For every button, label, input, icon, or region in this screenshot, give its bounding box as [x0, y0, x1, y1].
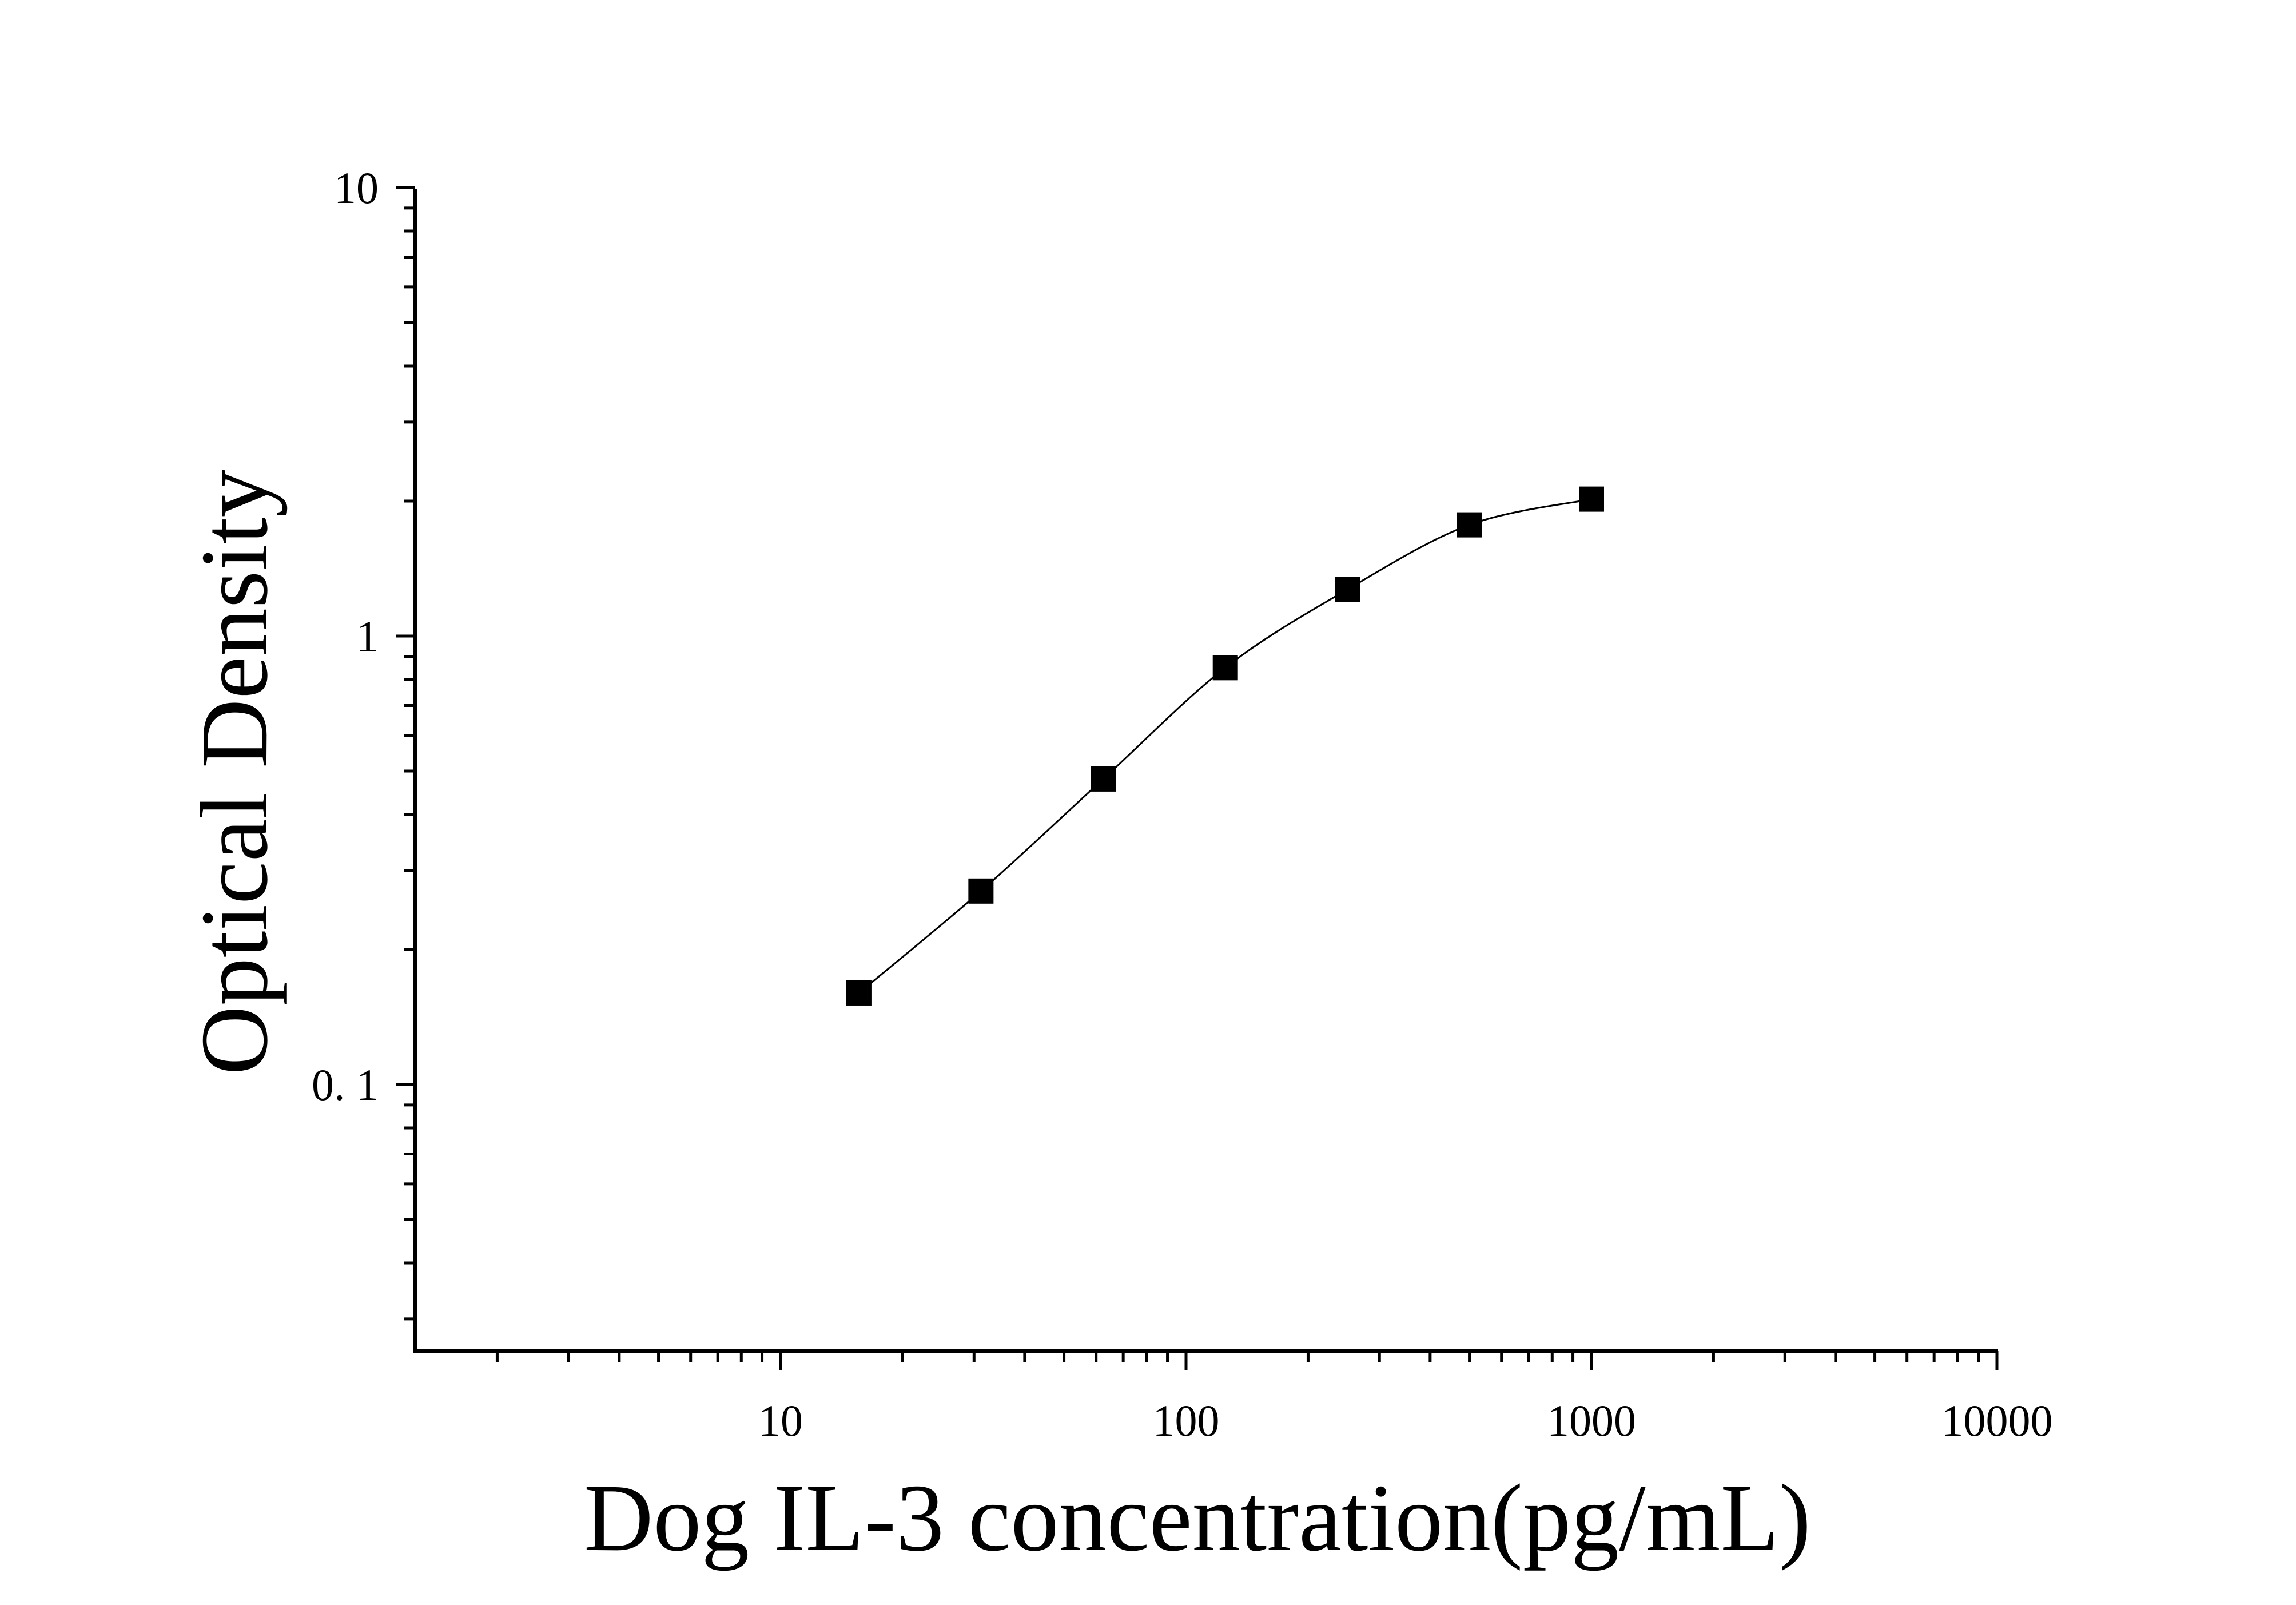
y-axis-title: Optical Density [181, 469, 288, 1075]
x-tick-label: 10 [758, 1396, 803, 1445]
y-tick-label: 0. 1 [312, 1060, 379, 1110]
x-tick-label: 1000 [1547, 1396, 1636, 1445]
data-point [1212, 655, 1238, 681]
data-point [968, 878, 994, 904]
data-point [846, 980, 872, 1006]
x-axis-title: Dog IL-3 concentration(pg/mL) [584, 1465, 1811, 1571]
x-tick-label: 100 [1153, 1396, 1220, 1445]
y-tick-label: 1 [356, 611, 379, 661]
axes: 10 100 1000 10000 0. 1 1 10 [312, 163, 2053, 1445]
data-point [1579, 486, 1604, 512]
data-point [1091, 766, 1116, 792]
fit-curve-layer [858, 498, 1592, 994]
data-point [1457, 512, 1482, 538]
data-points [846, 486, 1604, 1006]
fit-curve [858, 498, 1592, 994]
y-tick-label: 10 [334, 163, 379, 213]
data-point [1335, 577, 1360, 602]
x-tick-label: 10000 [1941, 1396, 2053, 1445]
